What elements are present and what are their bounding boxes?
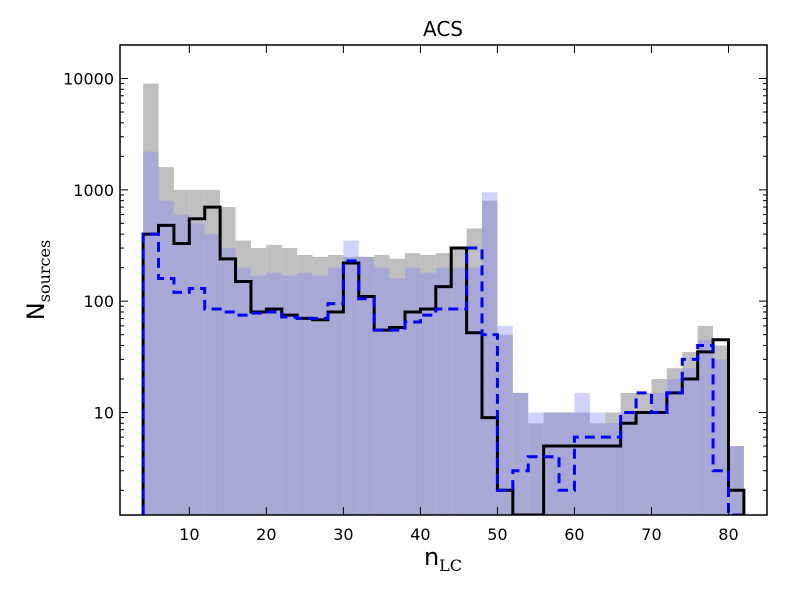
- x-tick-label: 70: [641, 525, 661, 544]
- x-tick-label: 60: [564, 525, 584, 544]
- bar: [497, 325, 513, 515]
- bar: [528, 412, 544, 515]
- x-tick-label: 20: [256, 525, 276, 544]
- bar: [158, 167, 174, 516]
- bar: [728, 446, 744, 515]
- x-tick-label: 40: [410, 525, 430, 544]
- bar: [250, 275, 267, 515]
- bar: [220, 248, 236, 516]
- bar: [728, 446, 744, 515]
- bar: [404, 253, 421, 515]
- bar: [697, 339, 714, 515]
- bar: [343, 256, 359, 515]
- bar: [636, 392, 652, 515]
- bar: [389, 258, 405, 515]
- step-line: [141, 205, 746, 515]
- bar: [466, 228, 483, 515]
- y-tick-label: 100: [83, 292, 114, 311]
- plot-layers: [141, 83, 746, 516]
- x-axis-label: nLC: [424, 543, 462, 575]
- bar: [451, 267, 467, 515]
- x-tick-label: 30: [333, 525, 353, 544]
- bar: [543, 412, 560, 515]
- bar: [651, 392, 667, 515]
- y-tick-label: 10: [94, 403, 114, 422]
- bar: [327, 254, 344, 515]
- bar: [512, 392, 529, 515]
- bar: [497, 334, 513, 515]
- bar: [682, 351, 698, 515]
- bar: [435, 253, 452, 515]
- bar: [173, 214, 190, 515]
- chart-title: ACS: [423, 17, 463, 41]
- bar: [466, 267, 483, 515]
- bar: [312, 275, 328, 515]
- bar: [281, 275, 298, 515]
- bar: [358, 256, 375, 515]
- x-tick-label: 50: [487, 525, 507, 544]
- bar: [358, 256, 375, 515]
- bar: [435, 267, 452, 515]
- bar: [266, 272, 282, 515]
- x-axis-label-sub: LC: [439, 556, 462, 575]
- bar: [713, 359, 729, 515]
- series-1: [143, 151, 744, 516]
- y-tick-label: 1000: [73, 181, 114, 200]
- bar: [143, 83, 159, 516]
- bar: [327, 267, 344, 515]
- bar: [374, 254, 390, 515]
- bar: [235, 240, 251, 515]
- x-axis-label-main: n: [424, 543, 439, 571]
- bar: [451, 248, 467, 516]
- bar: [666, 368, 683, 515]
- bar: [204, 234, 221, 515]
- bar: [189, 223, 205, 515]
- bar: [620, 412, 637, 515]
- bar: [374, 267, 390, 515]
- x-ticks: 10 20 30 40 50 60 70 80: [179, 45, 739, 544]
- bar: [312, 256, 328, 515]
- bar: [297, 272, 313, 515]
- bar: [574, 392, 590, 515]
- bar: [404, 267, 421, 515]
- x-tick-label: 10: [179, 525, 199, 544]
- y-axis-label-main: N: [22, 302, 50, 320]
- y-axis-label-sub: sources: [35, 240, 54, 302]
- plot-frame: [119, 44, 768, 516]
- bar: [482, 200, 498, 515]
- bar: [589, 412, 606, 515]
- bar: [543, 412, 560, 515]
- bar: [666, 378, 683, 515]
- bar: [189, 189, 205, 515]
- bar: [697, 325, 714, 515]
- y-tick-label: 10000: [63, 70, 114, 89]
- bar: [143, 151, 159, 515]
- bar: [343, 240, 359, 515]
- bar: [636, 412, 652, 515]
- series-2: [141, 205, 746, 515]
- bar: [420, 254, 436, 515]
- x-tick-label: 80: [718, 525, 738, 544]
- y-ticks: 10 100 1000 10000: [63, 44, 767, 491]
- bar: [482, 192, 498, 515]
- bar: [389, 278, 405, 515]
- bar: [713, 345, 729, 515]
- bar: [512, 392, 529, 515]
- bar: [173, 189, 190, 515]
- bar: [235, 267, 251, 515]
- bar: [682, 368, 698, 515]
- bar: [420, 272, 436, 515]
- bar: [559, 412, 575, 515]
- bar: [297, 254, 313, 515]
- bar: [528, 423, 544, 515]
- bar: [250, 248, 267, 516]
- y-axis-label: Nsources: [22, 240, 54, 320]
- bar: [204, 189, 221, 515]
- bar: [158, 200, 174, 515]
- bar: [220, 207, 236, 515]
